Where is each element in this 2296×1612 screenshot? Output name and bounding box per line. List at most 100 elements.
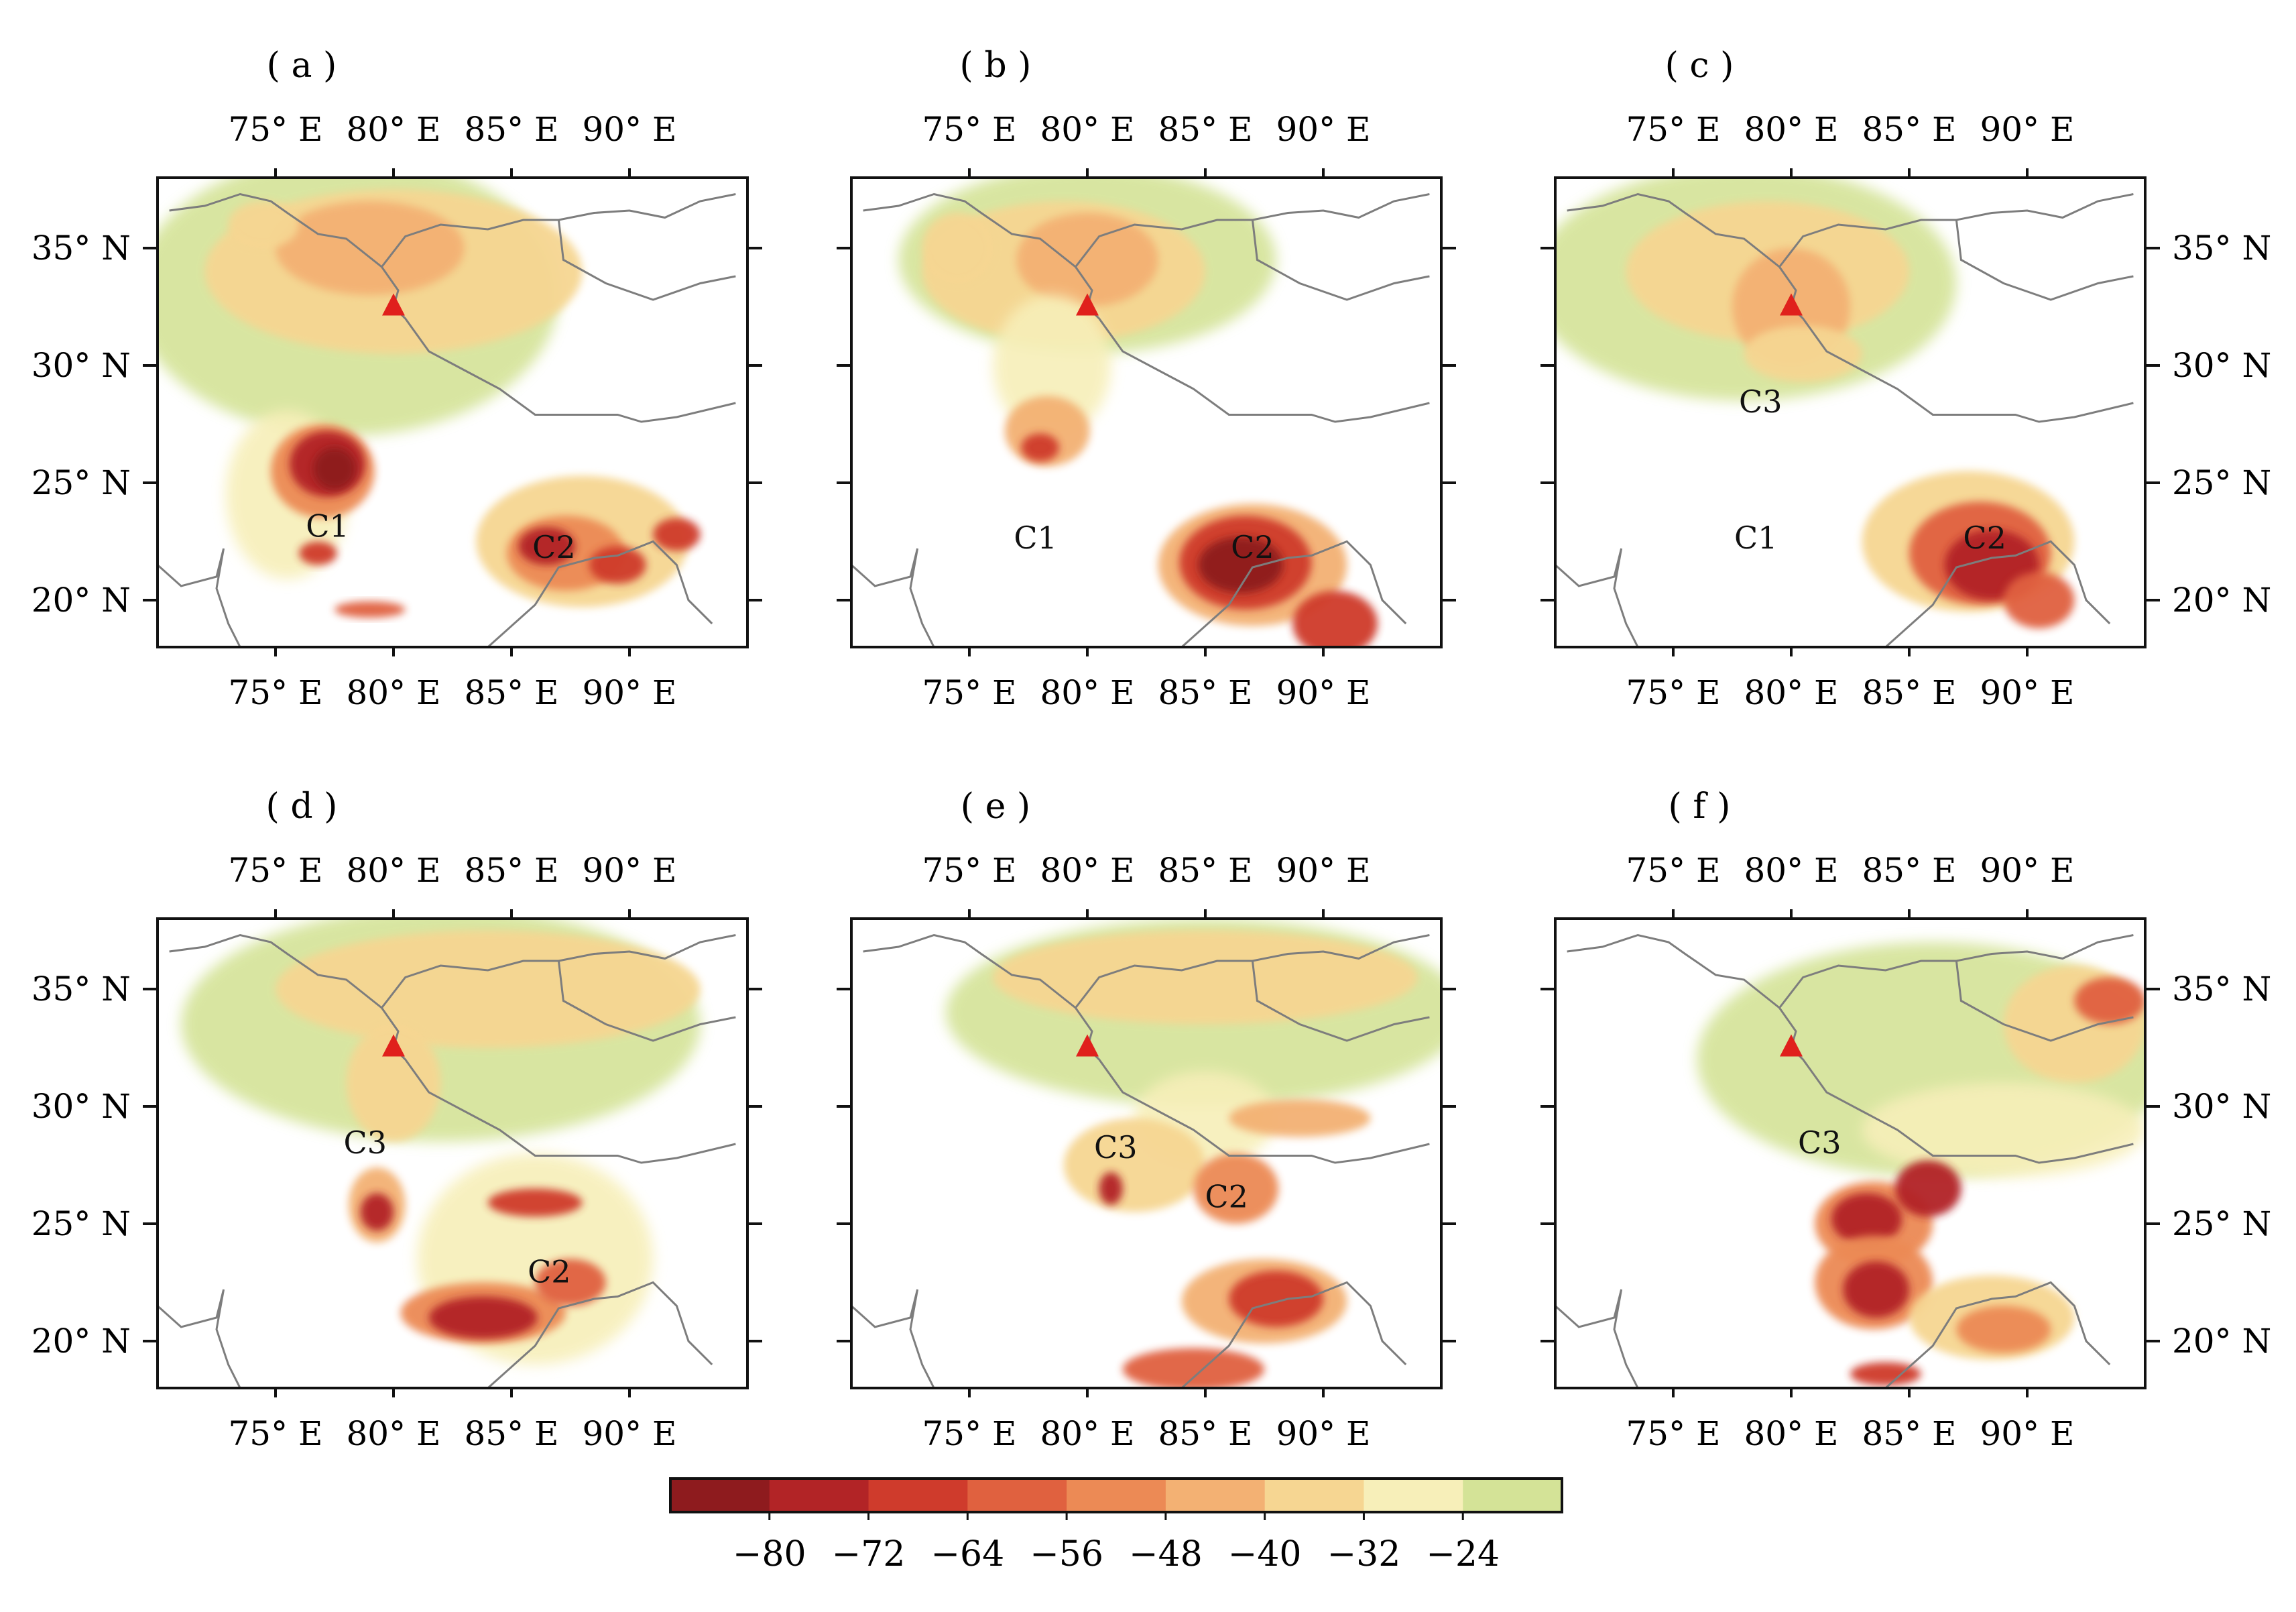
cold-cloud-region	[1122, 1348, 1264, 1388]
cold-cloud-region	[487, 1188, 583, 1217]
lon-tick-label: 80° E	[346, 673, 440, 712]
cold-cloud-region	[1021, 433, 1059, 462]
brightness-temperature-field	[898, 178, 1378, 647]
volcano-marker-icon	[1780, 293, 1803, 316]
colorbar-swatch	[1165, 1479, 1266, 1512]
volcano-marker-icon	[1076, 293, 1099, 316]
cold-cloud-region	[1956, 1306, 2051, 1353]
convective-cell-label: C2	[1205, 1179, 1248, 1215]
lon-tick-label: 85° E	[1158, 110, 1252, 149]
lon-tick-label: 90° E	[1276, 673, 1370, 712]
convective-cell-label: C3	[344, 1125, 387, 1161]
cold-cloud-region	[428, 1296, 538, 1339]
lon-tick-label: 90° E	[1980, 851, 2074, 890]
cold-cloud-region	[1229, 1271, 1323, 1327]
lat-tick-label: 35° N	[2172, 970, 2271, 1009]
lon-tick-label: 75° E	[1626, 673, 1720, 712]
lon-tick-label: 90° E	[1276, 110, 1370, 149]
country-border	[1884, 540, 2111, 647]
cold-cloud-region	[1862, 1083, 2145, 1177]
country-border	[1555, 1289, 1639, 1388]
lat-tick-label: 25° N	[32, 1204, 131, 1243]
convective-cell-label: C2	[1231, 529, 1274, 565]
lat-tick-label: 25° N	[32, 463, 131, 502]
lat-tick-label: 30° N	[32, 346, 131, 385]
country-border	[1181, 540, 1407, 647]
lon-tick-label: 80° E	[1744, 851, 1838, 890]
lon-tick-label: 90° E	[582, 673, 676, 712]
lon-tick-label: 80° E	[1040, 110, 1134, 149]
volcano-marker-icon	[1076, 1034, 1099, 1057]
cold-cloud-region	[922, 213, 993, 284]
country-border	[158, 548, 241, 647]
colorbar-swatch	[1067, 1479, 1166, 1512]
country-border	[158, 1289, 241, 1388]
lon-tick-label: 75° E	[1626, 851, 1720, 890]
colorbar-swatch	[868, 1479, 969, 1512]
cold-cloud-region	[313, 447, 356, 490]
lon-tick-label: 85° E	[1862, 1414, 1956, 1453]
lat-tick-label: 25° N	[2172, 463, 2271, 502]
panel-label: ( e )	[961, 787, 1030, 827]
lon-tick-label: 90° E	[582, 851, 676, 890]
country-border	[851, 1289, 935, 1388]
lon-tick-label: 75° E	[922, 673, 1016, 712]
convective-cell-label: C2	[528, 1254, 570, 1290]
lon-tick-label: 85° E	[1862, 110, 1956, 149]
cold-cloud-region	[1744, 325, 1862, 382]
cold-cloud-region	[1229, 1099, 1371, 1137]
colorbar-tick-label: −32	[1327, 1534, 1401, 1574]
cold-cloud-region	[1292, 591, 1378, 647]
lat-tick-label: 20° N	[32, 1322, 131, 1361]
country-border	[1251, 960, 1430, 1042]
lat-tick-label: 20° N	[32, 581, 131, 620]
lon-tick-label: 80° E	[346, 110, 440, 149]
lon-tick-label: 85° E	[464, 851, 558, 890]
colorbar-tick-label: −56	[1030, 1534, 1103, 1574]
lat-tick-label: 35° N	[2172, 229, 2271, 268]
cold-cloud-region	[299, 541, 337, 565]
panel-frame	[850, 917, 1443, 1389]
country-border	[487, 540, 713, 647]
cold-cloud-region	[589, 546, 646, 584]
colorbar-tick-label: −24	[1426, 1534, 1500, 1574]
convective-cell-label: C1	[1734, 520, 1777, 556]
lon-tick-label: 85° E	[1158, 851, 1252, 890]
volcano-marker-icon	[1780, 1034, 1803, 1057]
panel-frame	[1554, 176, 2147, 648]
country-border	[557, 960, 736, 1042]
lon-tick-label: 85° E	[464, 110, 558, 149]
lon-tick-label: 90° E	[582, 110, 676, 149]
cold-cloud-region	[653, 518, 701, 551]
cold-cloud-region	[2074, 977, 2145, 1025]
colorbar-swatch	[967, 1479, 1068, 1512]
cold-cloud-region	[535, 1259, 606, 1306]
cold-cloud-region	[1831, 1193, 1902, 1245]
brightness-temperature-field	[945, 919, 1441, 1388]
country-border	[487, 1281, 713, 1388]
lon-tick-label: 85° E	[464, 1414, 558, 1453]
panel-frame	[156, 176, 749, 648]
panel-label: ( d )	[266, 787, 338, 827]
lon-tick-label: 80° E	[346, 1414, 440, 1453]
map-panel: ( f ) 75° E 75° E 80° E 80° E 85° E 85° E 90° E…	[1540, 787, 2271, 1453]
lon-tick-label: 75° E	[922, 851, 1016, 890]
lon-tick-label: 80° E	[1744, 1414, 1838, 1453]
cold-cloud-region	[346, 1024, 441, 1142]
cold-cloud-region	[1016, 213, 1158, 307]
colorbar-tick-label: −72	[832, 1534, 906, 1574]
convective-cell-label: C1	[1014, 520, 1056, 556]
colorbar-swatch	[1364, 1479, 1464, 1512]
cold-cloud-region	[276, 201, 465, 295]
brightness-temperature-field	[158, 178, 701, 618]
lon-tick-label: 75° E	[1626, 1414, 1720, 1453]
lat-tick-label: 30° N	[2172, 1087, 2271, 1126]
cold-cloud-region	[1850, 1362, 1921, 1386]
colorbar-tick-label: −40	[1228, 1534, 1302, 1574]
cold-cloud-region	[1099, 1172, 1123, 1205]
convective-cell-label: C3	[1798, 1125, 1841, 1161]
lat-tick-label: 35° N	[32, 970, 131, 1009]
cold-cloud-region	[518, 527, 576, 565]
